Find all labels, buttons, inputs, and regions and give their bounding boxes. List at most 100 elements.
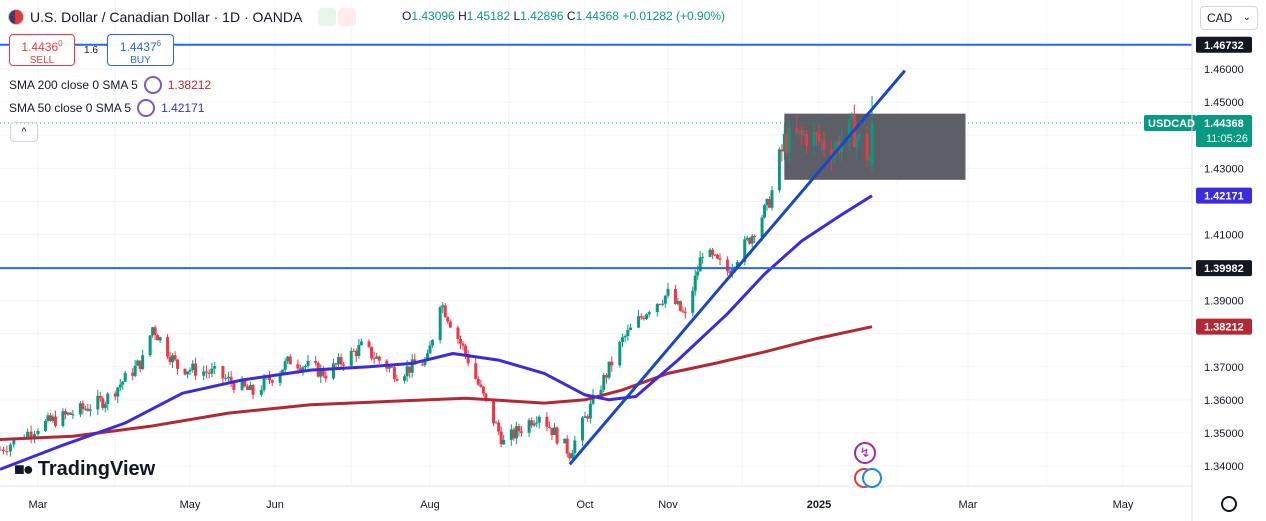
tradingview-logo[interactable]: ■● TradingView — [14, 458, 155, 481]
indicator-settings-icon[interactable] — [137, 99, 156, 117]
candle — [339, 357, 343, 365]
countdown-label: 11:05:26 — [1206, 133, 1248, 145]
candle — [106, 393, 110, 405]
candle — [782, 134, 786, 152]
candle — [765, 199, 769, 206]
sell-button[interactable]: 1.44360 SELL — [9, 34, 75, 66]
market-open-icon[interactable] — [318, 8, 337, 26]
candle — [623, 336, 627, 338]
candle — [570, 453, 574, 459]
candle — [98, 395, 102, 399]
currency-select-value: CAD — [1207, 11, 1233, 25]
candle — [658, 303, 662, 305]
candle — [66, 412, 70, 415]
candle — [787, 127, 791, 153]
candle — [514, 426, 518, 439]
level-label: 1.42171 — [1204, 191, 1244, 203]
candle — [176, 359, 180, 369]
candle — [158, 337, 162, 341]
candle — [153, 327, 157, 336]
indicator-sma200[interactable]: SMA 200 close 0 SMA 5 1.38212 — [9, 76, 211, 94]
price-tick-label: 1.43000 — [1204, 163, 1244, 175]
candle — [466, 354, 470, 364]
candle — [748, 237, 752, 244]
candle — [645, 314, 649, 320]
candle — [357, 345, 361, 356]
candle — [210, 368, 214, 374]
candle — [479, 384, 483, 387]
candle — [324, 375, 328, 379]
candle — [604, 375, 608, 378]
candle — [246, 386, 250, 390]
candle — [711, 249, 715, 255]
indicator-sma50-label: SMA 50 close 0 SMA 5 — [9, 101, 132, 115]
symbol-title[interactable]: U.S. Dollar / Canadian Dollar · 1D · OAN… — [30, 9, 303, 25]
candle — [805, 133, 809, 146]
buy-label: BUY — [130, 55, 151, 66]
candle — [750, 235, 754, 244]
candle — [464, 345, 468, 355]
candle — [116, 387, 120, 397]
candle — [390, 366, 394, 368]
candle — [716, 254, 720, 259]
market-status[interactable] — [318, 8, 357, 26]
buy-price-pip: 6 — [156, 39, 162, 48]
candle — [760, 217, 764, 238]
candle — [583, 416, 587, 418]
spread-value: 1.6 — [84, 45, 98, 56]
replay-icon[interactable] — [338, 8, 357, 26]
candle — [207, 372, 211, 374]
candle — [753, 235, 757, 238]
candle — [166, 337, 170, 357]
candle — [639, 316, 643, 318]
candle — [101, 398, 105, 408]
candle — [301, 367, 305, 371]
candle — [151, 327, 155, 336]
candle — [718, 258, 722, 260]
candle — [188, 370, 192, 372]
level-label-bg — [1196, 318, 1252, 335]
candle — [735, 261, 739, 268]
candle — [777, 149, 781, 191]
last-price-bg — [1196, 114, 1252, 147]
indicator-settings-icon[interactable] — [143, 76, 162, 94]
candle — [713, 254, 717, 256]
tradingview-logo-text: TradingView — [37, 458, 156, 480]
candle — [446, 317, 450, 322]
candle — [673, 288, 677, 304]
candle — [26, 431, 30, 439]
sma200-line — [0, 325, 873, 441]
candle — [610, 361, 614, 366]
candle — [591, 394, 595, 404]
candle — [663, 295, 667, 304]
low-label: L — [513, 9, 521, 23]
sell-price: 1.4436 — [21, 40, 59, 54]
economic-events-icon[interactable] — [854, 468, 882, 488]
candle — [48, 415, 52, 421]
settings-gear-icon[interactable] — [1221, 496, 1237, 512]
indicator-sma50[interactable]: SMA 50 close 0 SMA 5 1.42171 — [9, 99, 204, 117]
candle — [0, 449, 2, 451]
candle — [63, 411, 67, 415]
candle — [456, 327, 460, 339]
level-label-bg — [1196, 36, 1252, 53]
flash-event-icon[interactable]: ↯ — [854, 442, 876, 464]
candle — [5, 451, 9, 453]
candle — [138, 360, 142, 369]
candle — [36, 430, 40, 435]
candle — [314, 361, 318, 363]
candle — [342, 364, 346, 366]
candle — [865, 133, 869, 161]
time-tick-label: Mar — [959, 499, 978, 511]
candle — [626, 329, 630, 337]
collapse-legend-button[interactable]: ^ — [10, 122, 38, 142]
currency-select[interactable]: CAD ⌄ — [1200, 6, 1258, 30]
candle — [802, 133, 806, 135]
candle — [855, 137, 859, 147]
candle — [770, 190, 774, 208]
candle — [298, 368, 302, 371]
buy-button[interactable]: 1.44376 BUY — [107, 34, 174, 66]
candle — [141, 355, 145, 369]
candle — [229, 376, 233, 383]
